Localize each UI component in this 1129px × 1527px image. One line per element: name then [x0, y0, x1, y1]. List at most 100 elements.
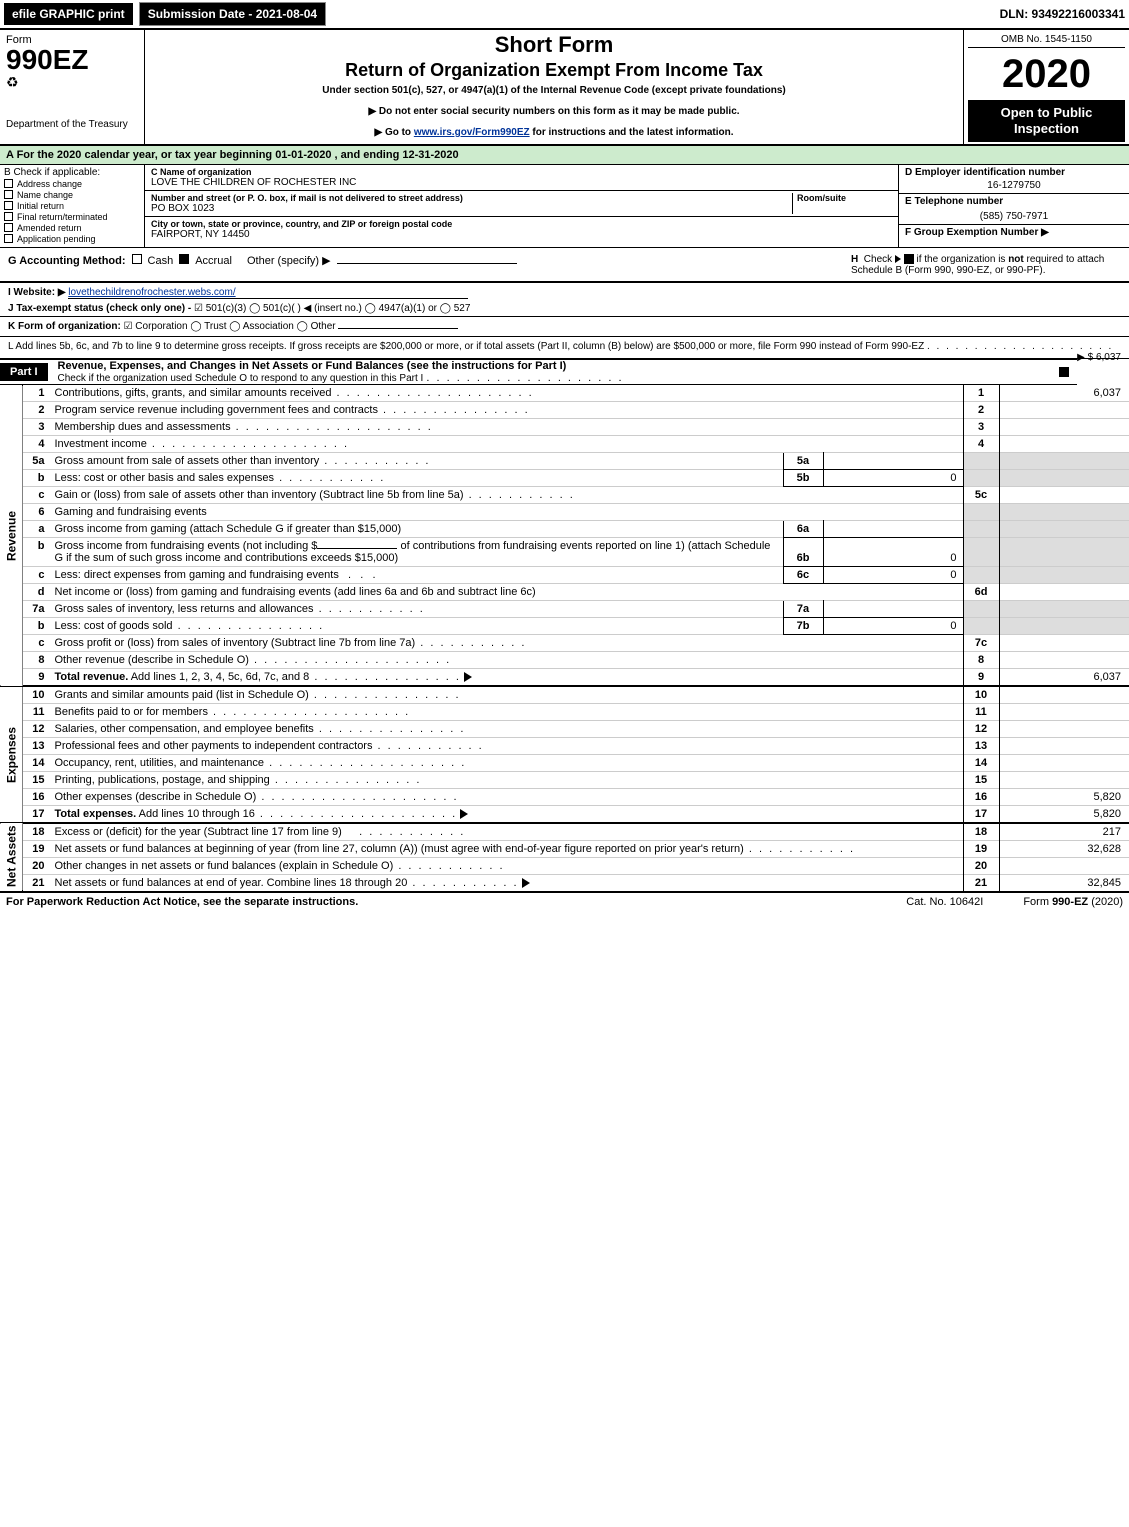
right-val [999, 503, 1129, 520]
right-val [999, 401, 1129, 418]
right-val: 6,037 [999, 385, 1129, 402]
right-num: 12 [963, 720, 999, 737]
right-val: 5,820 [999, 805, 1129, 823]
phone-label: E Telephone number [905, 196, 1123, 207]
line-desc: Less: cost of goods sold [51, 617, 784, 634]
right-val [999, 469, 1129, 486]
right-val [999, 435, 1129, 452]
triangle-icon [895, 255, 901, 263]
under-section-note: Under section 501(c), 527, or 4947(a)(1)… [153, 85, 955, 96]
chk-name-change[interactable]: Name change [4, 190, 140, 200]
line-desc: Gross amount from sale of assets other t… [51, 452, 784, 469]
ein-label: D Employer identification number [905, 167, 1123, 178]
right-num: 19 [963, 840, 999, 857]
line-num: 7a [23, 600, 51, 617]
line-num: b [23, 617, 51, 634]
right-num [963, 600, 999, 617]
city-value: FAIRPORT, NY 14450 [151, 229, 892, 240]
page-footer: For Paperwork Reduction Act Notice, see … [0, 891, 1129, 911]
department-label: Department of the Treasury [6, 119, 138, 130]
sub-num: 5a [783, 452, 823, 469]
dots [426, 372, 623, 384]
tax-exempt-options: ☑ 501(c)(3) ◯ 501(c)( ) ◀ (insert no.) ◯… [194, 303, 470, 314]
checkbox-checked-icon[interactable] [179, 254, 189, 264]
open-to-public-badge: Open to Public Inspection [968, 101, 1125, 142]
line-desc: Other revenue (describe in Schedule O) [51, 651, 964, 668]
right-val [999, 600, 1129, 617]
line-num: c [23, 486, 51, 503]
section-e: E Telephone number (585) 750-7971 [899, 194, 1129, 225]
line-num: 13 [23, 737, 51, 754]
sub-val: 0 [823, 469, 963, 486]
address-value: PO BOX 1023 [151, 203, 792, 214]
dots [927, 341, 1113, 352]
chk-initial-return[interactable]: Initial return [4, 201, 140, 211]
right-val [999, 583, 1129, 600]
section-f: F Group Exemption Number ▶ [899, 225, 1129, 240]
omb-number: OMB No. 1545-1150 [968, 32, 1125, 48]
line-num: 3 [23, 418, 51, 435]
sections-d-e-f: D Employer identification number 16-1279… [899, 165, 1129, 247]
right-num: 9 [963, 668, 999, 686]
right-num: 5c [963, 486, 999, 503]
checkbox-icon [4, 179, 13, 188]
group-exemption-label: F Group Exemption Number ▶ [905, 227, 1049, 238]
website-link[interactable]: lovethechildrenofrochester.webs.com/ [68, 287, 468, 299]
dln-label: DLN: 93492216003341 [1000, 7, 1125, 21]
sub-val: 0 [823, 537, 963, 566]
line-num: 19 [23, 840, 51, 857]
cat-no: Cat. No. 10642I [906, 896, 983, 908]
line-num: 21 [23, 874, 51, 891]
right-val [999, 486, 1129, 503]
line-num: a [23, 520, 51, 537]
chk-final-return[interactable]: Final return/terminated [4, 212, 140, 222]
line-desc: Net assets or fund balances at beginning… [51, 840, 964, 857]
sub-val [823, 452, 963, 469]
header-right: OMB No. 1545-1150 2020 Open to Public In… [964, 30, 1129, 144]
line-desc: Less: direct expenses from gaming and fu… [51, 566, 784, 583]
line-num: 11 [23, 703, 51, 720]
checkbox-icon [4, 234, 13, 243]
line-num: 2 [23, 401, 51, 418]
line-desc: Professional fees and other payments to … [51, 737, 964, 754]
part-1-checkbox[interactable] [1059, 366, 1077, 378]
right-num: 20 [963, 857, 999, 874]
chk-address-change[interactable]: Address change [4, 179, 140, 189]
line-desc: Gaming and fundraising events [51, 503, 964, 520]
header-left: Form 990EZ ♻ Department of the Treasury [0, 30, 145, 144]
irs-link[interactable]: www.irs.gov/Form990EZ [414, 127, 530, 138]
address-row: Number and street (or P. O. box, if mail… [145, 191, 898, 217]
chk-amended-return[interactable]: Amended return [4, 223, 140, 233]
line-num: d [23, 583, 51, 600]
line-desc: Gross income from fundraising events (no… [51, 537, 784, 566]
entity-info-grid: B Check if applicable: Address change Na… [0, 165, 1129, 248]
efile-print-button[interactable]: efile GRAPHIC print [4, 3, 133, 25]
org-name-label: C Name of organization [151, 167, 892, 177]
line-num: b [23, 537, 51, 566]
checkbox-icon [4, 190, 13, 199]
submission-date-button[interactable]: Submission Date - 2021-08-04 [139, 2, 326, 26]
right-num: 13 [963, 737, 999, 754]
right-num [963, 520, 999, 537]
chk-label: Final return/terminated [17, 212, 108, 222]
form-title: Short Form [153, 32, 955, 58]
right-num [963, 503, 999, 520]
line-desc: Other expenses (describe in Schedule O) [51, 788, 964, 805]
line-desc: Membership dues and assessments [51, 418, 964, 435]
right-num: 1 [963, 385, 999, 402]
org-name-value: LOVE THE CHILDREN OF ROCHESTER INC [151, 177, 892, 188]
line-desc: Contributions, gifts, grants, and simila… [51, 385, 964, 402]
line-desc: Benefits paid to or for members [51, 703, 964, 720]
chk-application-pending[interactable]: Application pending [4, 234, 140, 244]
checkbox-icon [4, 212, 13, 221]
checkbox-icon[interactable] [132, 254, 142, 264]
sub-num: 7a [783, 600, 823, 617]
sub-val [823, 520, 963, 537]
form-of-org-options: ☑ Corporation ◯ Trust ◯ Association ◯ Ot… [124, 321, 336, 332]
line-desc: Salaries, other compensation, and employ… [51, 720, 964, 737]
city-label: City or town, state or province, country… [151, 219, 892, 229]
line-num: b [23, 469, 51, 486]
goto-note: ▶ Go to www.irs.gov/Form990EZ for instru… [153, 127, 955, 138]
part-1-header: Part I Revenue, Expenses, and Changes in… [0, 359, 1077, 385]
triangle-icon [522, 878, 530, 888]
